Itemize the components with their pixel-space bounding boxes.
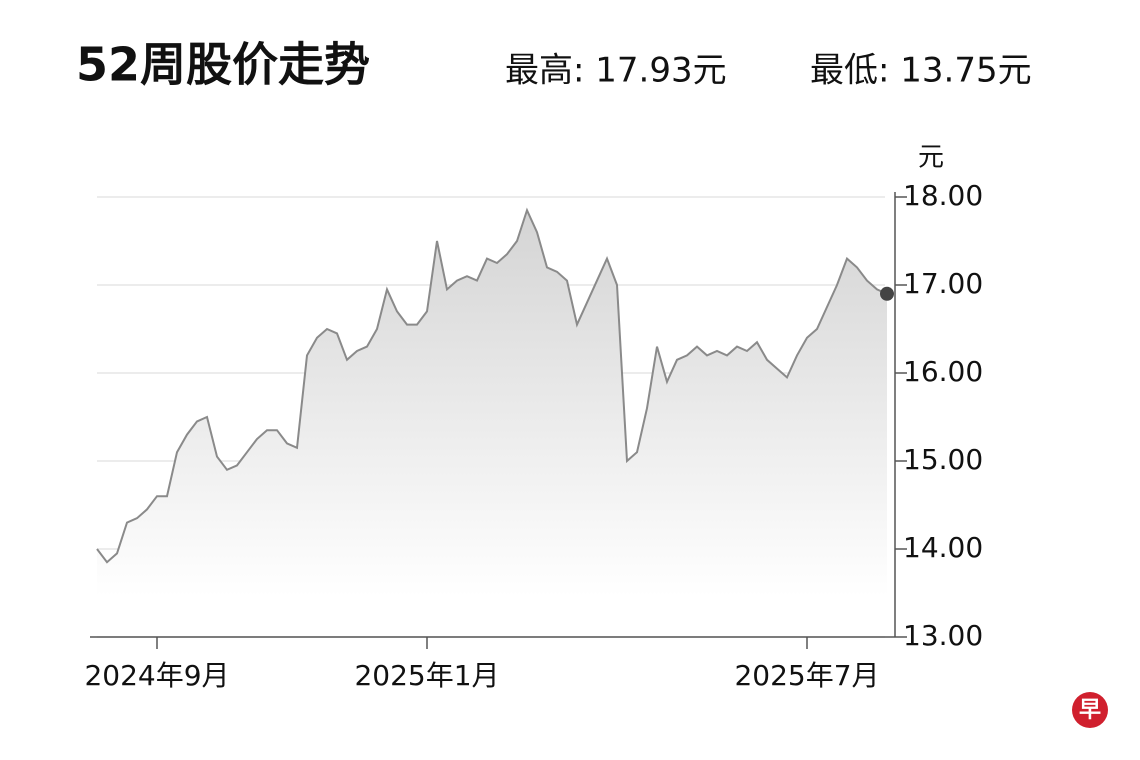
y-tick-label: 14.00	[903, 531, 983, 564]
y-tick-label: 18.00	[903, 179, 983, 212]
x-tick-label: 2025年7月	[734, 659, 879, 692]
x-tick-label: 2024年9月	[84, 659, 229, 692]
low-label: 最低: 13.75元	[810, 51, 1032, 91]
price-line	[96, 207, 888, 564]
logo: 早	[1079, 698, 1101, 723]
logo-badge	[1072, 692, 1108, 728]
y-tick-label: 13.00	[903, 619, 983, 652]
y-tick-label: 16.00	[903, 355, 983, 388]
chart-title: 52周股价走势	[76, 38, 370, 92]
y-tick-label: 17.00	[903, 267, 983, 300]
high-label: 最高: 17.93元	[505, 51, 727, 91]
y-unit: 元	[918, 143, 944, 173]
area-fill	[97, 210, 887, 597]
end-marker	[880, 286, 894, 301]
y-tick-label: 15.00	[903, 443, 983, 476]
x-tick-label: 2025年1月	[354, 659, 499, 692]
